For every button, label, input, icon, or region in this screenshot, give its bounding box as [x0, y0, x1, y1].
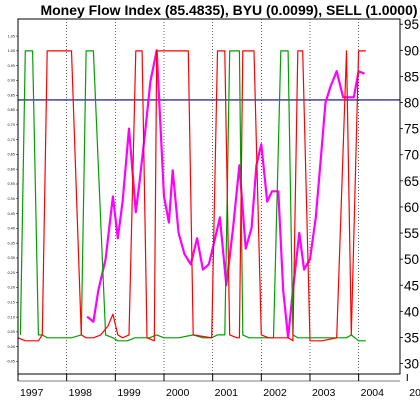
left-tick-label: 0.65 [7, 153, 15, 157]
right-tick-label: 70 [404, 148, 419, 163]
right-tick-label: 35 [404, 330, 419, 345]
series-layer [17, 49, 366, 342]
right-tick-label: 65 [404, 174, 419, 189]
x-tick-label: 200 [409, 387, 420, 399]
right-tick-label: 40 [404, 304, 419, 319]
left-tick-label: 0.85 [7, 93, 15, 97]
right-tick-label: 85 [404, 69, 419, 84]
left-tick-label: 0.25 [7, 271, 15, 275]
left-tick-label: 0.80 [7, 108, 15, 112]
x-tick-label: 2002 [263, 387, 287, 399]
left-tick-label: 0.95 [7, 64, 15, 68]
right-tick-label: 60 [404, 200, 419, 215]
byu-series-line [19, 50, 366, 342]
right-tick-label: 90 [404, 43, 419, 58]
x-tick-label: 2001 [215, 387, 239, 399]
right-tick-label: 50 [404, 252, 419, 267]
left-tick-label: 0.15 [7, 301, 15, 305]
left-tick-label: 0.75 [7, 123, 15, 127]
right-tick-label: 95 [404, 17, 419, 32]
left-tick-label: 1.00 [7, 49, 15, 53]
left-tick-label: 0.60 [7, 167, 15, 171]
right-tick-label: 75 [404, 122, 419, 137]
right-tick-label: 55 [404, 226, 419, 241]
right-tick-label: 80 [404, 96, 419, 111]
left-tick-label: 0.10 [7, 315, 15, 319]
left-tick-label: 0.70 [7, 138, 15, 142]
x-tick-label: 1999 [117, 387, 141, 399]
left-tick-label: 0.45 [7, 212, 15, 216]
left-tick-label: 1.05 [7, 34, 15, 38]
left-tick-label: 0.00 [7, 345, 15, 349]
chart-title: Money Flow Index (85.4835), BYU (0.0099)… [40, 2, 417, 18]
x-tick-label: 1997 [20, 387, 44, 399]
left-tick-label: 0.55 [7, 182, 15, 186]
left-tick-label: -0.05 [6, 360, 15, 364]
mfi-series-line [86, 49, 365, 339]
left-axis: -0.05 0.00 0.05 0.10 0.15 0.20 0.25 0.30 0.35 0.4… [6, 34, 18, 364]
x-tick-label: 2004 [361, 387, 385, 399]
plot-frame [17, 18, 401, 375]
x-axis: 1997 1998 1999 2000 2001 2002 2003 2004 200 [17, 374, 420, 399]
right-axis: 30 35 40 45 50 55 60 65 70 75 80 85 90 95 [400, 17, 419, 372]
left-tick-label: 0.50 [7, 197, 15, 201]
plot-border [17, 18, 401, 375]
right-tick-label: 45 [404, 278, 419, 293]
x-tick-label: 2000 [166, 387, 190, 399]
x-tick-label: 1998 [69, 387, 93, 399]
sell-series-line [17, 50, 366, 342]
left-tick-label: 0.35 [7, 241, 15, 245]
right-tick-label: 30 [404, 357, 419, 372]
left-tick-label: 0.40 [7, 227, 15, 231]
left-tick-label: 0.90 [7, 79, 15, 83]
x-tick-label: 2003 [312, 387, 336, 399]
left-tick-label: 0.05 [7, 330, 15, 334]
left-tick-label: 0.30 [7, 256, 15, 260]
left-tick-label: 0.20 [7, 286, 15, 290]
